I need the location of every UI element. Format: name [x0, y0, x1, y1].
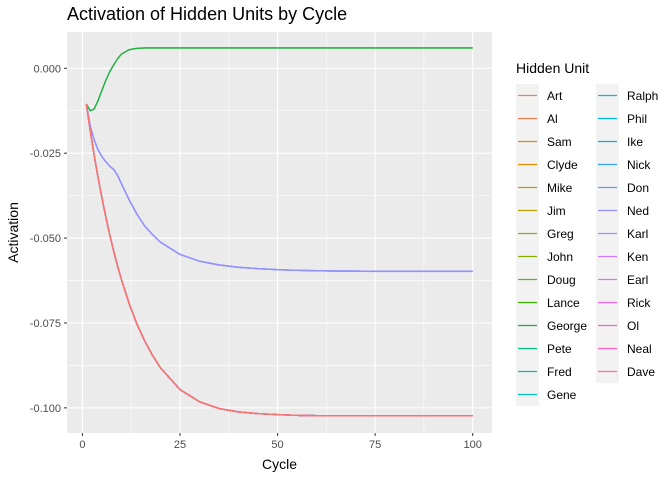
major-gridlines: [67, 32, 492, 433]
series-group-line: [85, 47, 473, 112]
legend-label: Don: [627, 181, 649, 195]
legend-label: Doug: [547, 273, 576, 287]
x-tick-label: 0: [79, 439, 85, 451]
legend-item-neal: Neal: [596, 337, 652, 360]
legend-item-gene: Gene: [516, 383, 577, 406]
chart-title: Activation of Hidden Units by Cycle: [67, 4, 347, 24]
legend-label: Fred: [547, 365, 572, 379]
legend-label: Ol: [627, 319, 639, 333]
plot-panel: [67, 32, 492, 433]
legend-label: Phil: [627, 112, 647, 126]
legend-title: Hidden Unit: [516, 60, 589, 76]
legend-item-mike: Mike: [516, 176, 573, 199]
legend-label: Earl: [627, 273, 648, 287]
legend-label: Dave: [627, 365, 655, 379]
legend-item-ike: Ike: [596, 130, 643, 153]
legend-label: George: [547, 319, 587, 333]
legend-item-art: Art: [516, 84, 563, 107]
legend-item-karl: Karl: [596, 222, 648, 245]
legend-item-lance: Lance: [516, 291, 580, 314]
legend-item-ol: Ol: [596, 314, 639, 337]
legend-item-ralph: Ralph: [596, 84, 658, 107]
series-lines: [85, 47, 473, 417]
y-tick-label: -0.100: [30, 403, 61, 415]
y-tick-label: -0.025: [30, 148, 61, 160]
legend-item-pete: Pete: [516, 337, 572, 360]
legend-label: Al: [547, 112, 558, 126]
x-tick-label: 50: [271, 439, 283, 451]
legend-item-don: Don: [596, 176, 649, 199]
y-axis-title: Activation: [5, 202, 21, 263]
legend-item-jim: Jim: [516, 199, 566, 222]
legend: Hidden Unit Art Al Sam Clyde Mike Jim Greg John…: [516, 60, 658, 406]
y-axis: 0.000 -0.025 -0.050 -0.075 -0.100: [30, 63, 67, 415]
legend-item-rick: Rick: [596, 291, 651, 314]
legend-label: Neal: [627, 342, 652, 356]
y-tick-label: -0.050: [30, 233, 61, 245]
legend-item-phil: Phil: [596, 107, 647, 130]
legend-item-doug: Doug: [516, 268, 576, 291]
legend-label: Mike: [547, 181, 573, 195]
legend-label: Ralph: [627, 89, 658, 103]
legend-item-ken: Ken: [596, 245, 648, 268]
series-group-line: [85, 103, 473, 417]
legend-item-clyde: Clyde: [516, 153, 578, 176]
legend-item-sam: Sam: [516, 130, 572, 153]
legend-label: Nick: [627, 158, 651, 172]
legend-label: Jim: [547, 204, 566, 218]
series-group-line: [85, 103, 473, 273]
legend-label: Ike: [627, 135, 643, 149]
legend-label: Rick: [627, 296, 651, 310]
legend-item-nick: Nick: [596, 153, 651, 176]
legend-label: Ken: [627, 250, 648, 264]
legend-item-ned: Ned: [596, 199, 649, 222]
legend-item-greg: Greg: [516, 222, 574, 245]
x-tick-label: 100: [464, 439, 482, 451]
y-tick-label: -0.075: [30, 318, 61, 330]
legend-label: John: [547, 250, 573, 264]
x-tick-label: 25: [174, 439, 186, 451]
y-tick-label: 0.000: [33, 63, 61, 75]
x-axis-title: Cycle: [262, 456, 297, 472]
legend-item-george: George: [516, 314, 587, 337]
x-tick-label: 75: [369, 439, 381, 451]
legend-item-dave: Dave: [596, 360, 655, 383]
x-axis: 0 25 50 75 100: [79, 433, 482, 451]
legend-label: Pete: [547, 342, 572, 356]
legend-item-fred: Fred: [516, 360, 572, 383]
legend-label: Ned: [627, 204, 649, 218]
legend-label: Lance: [547, 296, 580, 310]
legend-label: Art: [547, 89, 563, 103]
minor-gridlines: [67, 32, 492, 433]
legend-label: Clyde: [547, 158, 578, 172]
legend-label: Karl: [627, 227, 648, 241]
legend-item-john: John: [516, 245, 573, 268]
legend-label: Greg: [547, 227, 574, 241]
legend-label: Gene: [547, 388, 577, 402]
legend-item-earl: Earl: [596, 268, 648, 291]
legend-item-al: Al: [516, 107, 558, 130]
legend-label: Sam: [547, 135, 572, 149]
